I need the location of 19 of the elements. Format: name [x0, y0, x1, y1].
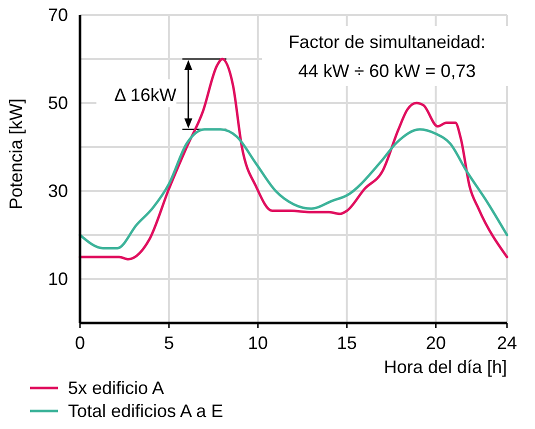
line-series — [78, 58, 508, 260]
x-tick-label: 0 — [74, 333, 86, 353]
x-axis-title: Hora del día [h] — [384, 357, 507, 377]
x-tick-label: 5 — [164, 333, 174, 353]
legend-label: 5x edificio A — [68, 378, 164, 398]
annotation: 44 kW ÷ 60 kW = 0,73 — [298, 61, 476, 81]
line-series — [78, 128, 508, 250]
annotation: Factor de simultaneidad: — [288, 32, 486, 52]
x-tick-label: 15 — [336, 333, 357, 353]
x-tick-label: 24 — [496, 333, 518, 353]
y-tick-label: 50 — [48, 93, 68, 113]
y-tick-label: 30 — [48, 181, 68, 201]
x-tick-label: 20 — [426, 333, 446, 353]
legend-label: Total edificios A a E — [68, 401, 224, 421]
y-axis-title: Potencia [kW] — [6, 98, 26, 210]
y-tick-label: 10 — [48, 269, 68, 289]
annotation: Δ 16kW — [114, 85, 176, 106]
x-tick-label: 10 — [248, 333, 268, 353]
y-tick-label: 70 — [48, 5, 68, 25]
